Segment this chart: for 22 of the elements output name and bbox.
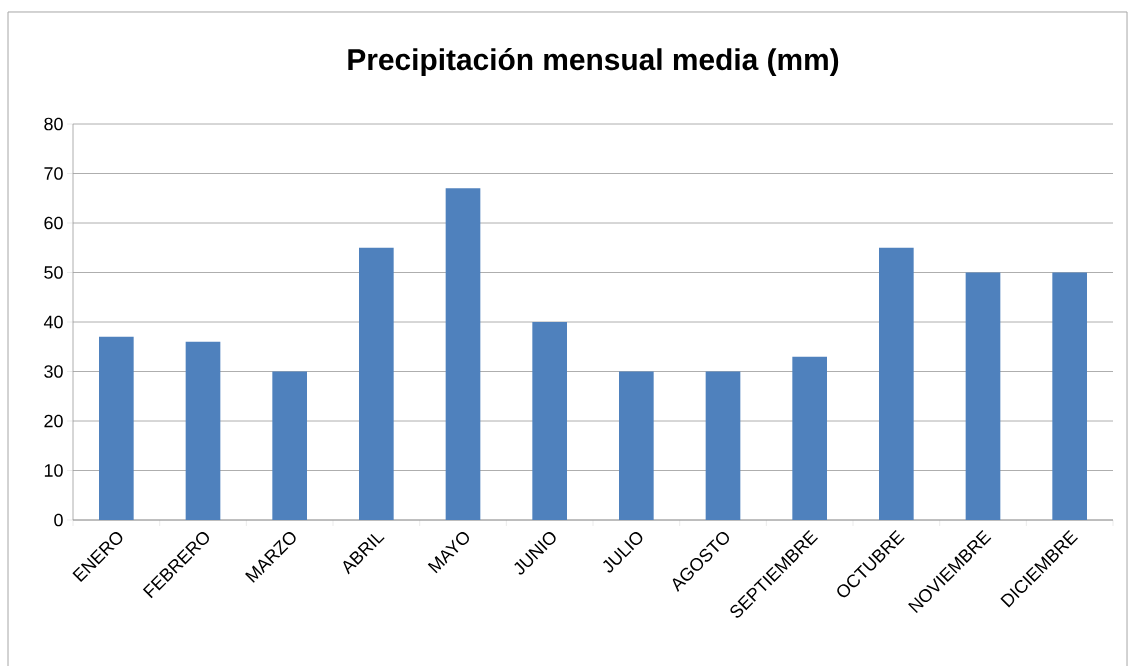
bar <box>99 336 134 520</box>
bar <box>619 371 654 520</box>
y-tick-label: 30 <box>44 365 63 378</box>
bar <box>532 322 567 520</box>
bar <box>705 371 741 520</box>
y-tick-label: 60 <box>44 216 63 230</box>
y-tick-label: 50 <box>44 266 63 279</box>
bar <box>359 247 394 520</box>
y-tick-label: 10 <box>44 464 63 477</box>
bar <box>792 356 827 520</box>
y-tick-label: 20 <box>44 414 63 428</box>
y-tick-label: 70 <box>44 167 63 180</box>
y-tick-label: 80 <box>44 117 63 131</box>
bar <box>185 341 221 520</box>
bar <box>1052 272 1087 520</box>
bar <box>445 188 481 520</box>
chart-title: Precipitación mensual media (mm) <box>348 47 839 77</box>
bar <box>272 371 307 520</box>
y-tick-label: 0 <box>54 513 63 527</box>
bar <box>879 247 914 520</box>
y-tick-label: 40 <box>43 315 63 329</box>
bar <box>965 272 1001 520</box>
